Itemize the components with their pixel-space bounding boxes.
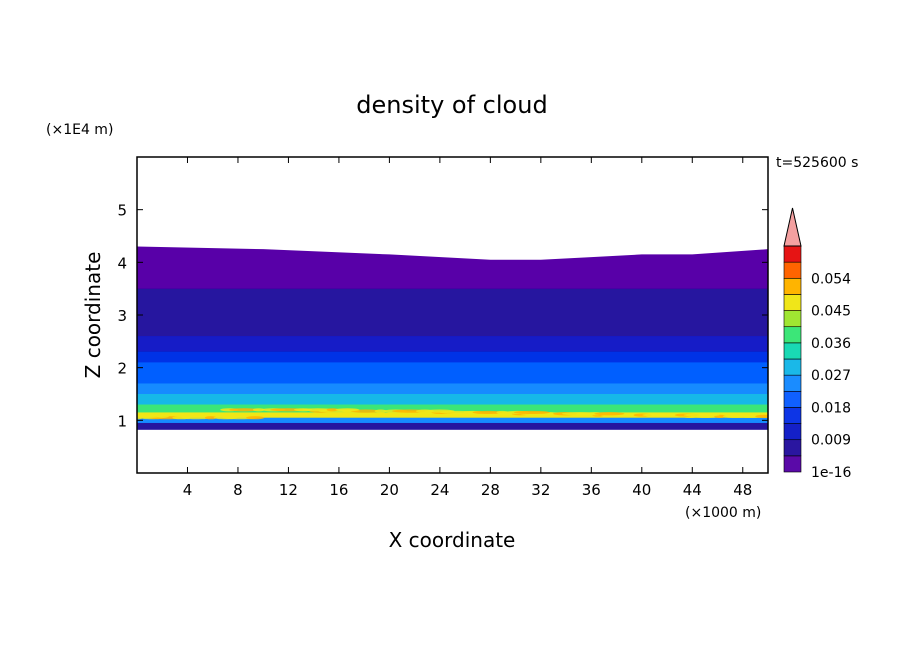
core-streak <box>513 410 550 415</box>
density-band <box>137 422 768 432</box>
density-band <box>137 417 768 424</box>
x-tick-label: 8 <box>233 481 243 499</box>
core-streak <box>246 416 265 420</box>
x-tick-label: 20 <box>380 481 399 499</box>
colorbar-swatch <box>783 326 802 344</box>
x-axis: 4 8 12 16 20 24 28 32 36 40 44 48 <box>183 157 752 499</box>
colorbar-tick-label: 0.018 <box>811 400 851 416</box>
colorbar-swatch <box>783 310 802 328</box>
x-tick-label: 36 <box>582 481 601 499</box>
x-axis-label: X coordinate <box>389 528 516 552</box>
core-streak <box>181 416 212 420</box>
y-axis: 1 2 3 4 5 <box>117 202 768 430</box>
core-streak <box>229 408 260 412</box>
y-tick-label: 3 <box>117 307 127 325</box>
colorbar-swatch <box>783 439 802 457</box>
colorbar-swatch <box>783 342 802 360</box>
clear-air-below <box>137 429 768 473</box>
x-tick-label: 28 <box>481 481 500 499</box>
core-streaks <box>137 408 768 420</box>
density-band <box>137 404 768 413</box>
x-tick-label: 16 <box>329 481 348 499</box>
colorbar-tick-label: 0.054 <box>811 271 851 287</box>
core-streak <box>335 408 360 412</box>
core-streak <box>424 409 455 413</box>
density-band <box>137 394 768 406</box>
x-tick-label: 40 <box>632 481 651 499</box>
core-streak <box>156 414 169 418</box>
core-streak <box>204 416 217 420</box>
core-streak <box>374 409 387 413</box>
density-band <box>137 262 768 290</box>
x-tick-label: 4 <box>183 481 193 499</box>
colorbar-tick-label: 0.009 <box>811 433 851 449</box>
core-streak <box>137 414 164 418</box>
core-streak <box>472 410 503 415</box>
core-streak <box>666 413 679 417</box>
clear-air-above <box>137 157 768 260</box>
core-streak <box>252 408 265 412</box>
density-field <box>137 157 768 473</box>
density-band <box>137 351 768 363</box>
density-band <box>137 315 768 337</box>
density-band <box>137 288 768 316</box>
colorbar-swatch <box>783 358 802 376</box>
density-band <box>137 383 768 395</box>
core-streak <box>326 408 339 412</box>
colorbar-swatch <box>783 455 802 473</box>
colorbar-tick-label: 0.027 <box>811 368 851 384</box>
colorbar-tick-label: 0.036 <box>811 336 851 352</box>
colorbar-tick-label: 0.045 <box>811 304 851 320</box>
y-tick-label: 2 <box>117 360 127 378</box>
core-streak <box>496 410 509 415</box>
colorbar-swatch <box>783 423 802 441</box>
core-streak <box>642 413 673 417</box>
y-tick-label: 5 <box>117 202 127 220</box>
colorbar-tick-label: 1e-16 <box>811 465 851 481</box>
density-band <box>137 362 768 374</box>
colorbar-swatch <box>783 294 802 311</box>
x-tick-label: 44 <box>683 481 702 499</box>
density-bands <box>137 225 768 432</box>
y-axis-label: Z coordinate <box>81 252 105 379</box>
colorbar-swatch <box>783 407 802 424</box>
core-streak <box>683 413 720 417</box>
core-streak <box>755 414 768 418</box>
y-unit-label: (×1E4 m) <box>46 122 113 138</box>
density-band <box>137 372 768 384</box>
chart-title: density of cloud <box>356 91 547 119</box>
core-streak <box>594 412 625 416</box>
x-tick-label: 48 <box>733 481 752 499</box>
time-label: t=525600 s <box>776 155 858 171</box>
density-band <box>137 412 768 419</box>
colorbar-swatch <box>783 245 802 263</box>
colorbar-swatch <box>783 261 802 279</box>
density-band <box>137 336 768 353</box>
x-tick-label: 32 <box>531 481 550 499</box>
colorbar-swatch <box>783 277 802 295</box>
colorbar-extend-arrow <box>783 207 802 247</box>
colorbar-swatch <box>783 374 802 392</box>
colorbar-swatch <box>783 390 802 408</box>
x-unit-label: (×1000 m) <box>685 505 761 521</box>
core-streak <box>302 408 333 412</box>
y-tick-label: 1 <box>117 412 127 430</box>
x-tick-label: 24 <box>430 481 449 499</box>
colorbar: 1e-16 0.009 0.018 0.027 0.036 0.045 0.054 <box>783 207 851 481</box>
x-tick-label: 12 <box>279 481 298 499</box>
y-tick-label: 4 <box>117 254 127 272</box>
